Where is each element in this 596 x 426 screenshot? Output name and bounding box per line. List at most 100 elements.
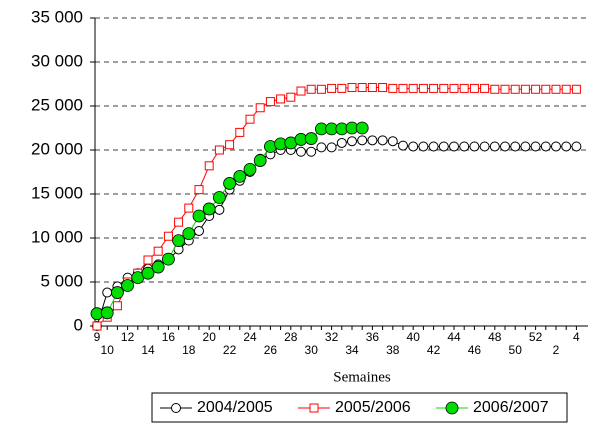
data-point (367, 83, 377, 93)
data-point (143, 255, 153, 265)
y-tick-label: 15 000 (31, 183, 83, 202)
data-point (112, 301, 122, 311)
data-point (489, 141, 500, 152)
data-point (316, 84, 326, 94)
data-point (265, 97, 275, 107)
x-tick-label: 24 (243, 330, 257, 344)
data-point (347, 83, 357, 93)
data-point (510, 141, 521, 152)
x-tick-label: 52 (529, 330, 543, 344)
data-point (500, 141, 510, 152)
data-point (92, 321, 102, 331)
series-line (96, 127, 363, 315)
legend-label: 2004/2005 (197, 399, 273, 416)
data-point (182, 227, 196, 241)
data-point (161, 252, 175, 266)
data-point (438, 141, 449, 152)
data-point (306, 84, 316, 94)
data-point (141, 266, 155, 280)
data-point (469, 141, 480, 152)
data-point (387, 136, 398, 147)
data-point (255, 103, 265, 113)
y-tick-label: 10 000 (31, 227, 83, 246)
data-point (480, 83, 490, 93)
x-tick-label: 22 (223, 343, 237, 357)
legend-marker (309, 403, 319, 413)
data-point (520, 84, 530, 94)
x-tick-label: 48 (488, 330, 502, 344)
data-point (286, 92, 296, 102)
x-tick-label: 34 (345, 343, 359, 357)
data-point (449, 141, 459, 152)
data-point (316, 142, 327, 153)
data-point (551, 141, 561, 152)
data-point (347, 136, 357, 147)
data-point (418, 141, 429, 152)
data-point (469, 83, 479, 93)
x-tick-label: 40 (407, 330, 421, 344)
x-tick-label: 36 (366, 330, 380, 344)
data-point (378, 83, 388, 93)
x-tick-label: 18 (182, 343, 196, 357)
data-point (253, 154, 267, 167)
data-point (439, 83, 449, 93)
data-point (214, 145, 224, 155)
data-point (306, 146, 317, 157)
data-point (204, 161, 214, 171)
data-point (540, 141, 551, 152)
legend-label: 2005/2006 (335, 399, 411, 416)
data-point (428, 141, 439, 152)
data-point (153, 246, 163, 256)
data-point (192, 209, 206, 223)
data-point (172, 234, 186, 248)
data-point (408, 141, 419, 152)
data-point (530, 141, 541, 152)
data-point (214, 204, 225, 215)
data-point (459, 141, 470, 152)
data-point (276, 94, 286, 104)
data-point (357, 135, 368, 146)
y-tick-label: 0 (74, 315, 83, 334)
data-point (418, 83, 428, 93)
legend-marker (445, 401, 459, 415)
data-point (100, 306, 114, 320)
data-point (184, 203, 194, 213)
legend-box (151, 392, 568, 423)
data-point (551, 84, 561, 94)
data-point (408, 83, 418, 93)
x-tick-label: 38 (386, 343, 400, 357)
data-point (304, 132, 318, 145)
data-point (327, 83, 337, 93)
data-point (121, 279, 134, 292)
data-point (520, 141, 531, 152)
data-point (174, 217, 184, 227)
data-point (336, 137, 347, 148)
data-point (531, 84, 541, 94)
data-point (367, 135, 378, 146)
data-point (571, 84, 581, 94)
legend-label: 2006/2007 (473, 399, 549, 416)
data-point (111, 286, 124, 299)
x-tick-label: 50 (509, 343, 523, 357)
data-point (243, 162, 257, 176)
x-tick-label: 30 (305, 343, 319, 357)
x-tick-label: 12 (121, 330, 135, 344)
data-point (337, 83, 347, 93)
data-point (202, 202, 216, 216)
data-point (296, 86, 306, 96)
y-tick-label: 25 000 (31, 95, 83, 114)
data-point (500, 84, 510, 94)
x-tick-label: 20 (203, 330, 217, 344)
data-point (355, 121, 369, 135)
y-tick-label: 20 000 (31, 139, 83, 158)
x-tick-label: 4 (573, 330, 580, 344)
x-tick-label: 26 (264, 343, 278, 357)
data-point (459, 83, 469, 93)
data-point (571, 141, 582, 152)
y-tick-label: 35 000 (31, 7, 83, 26)
data-point (194, 185, 204, 195)
data-point (163, 231, 173, 241)
x-tick-label: 2 (553, 343, 560, 357)
data-point (429, 83, 439, 93)
data-point (225, 140, 235, 150)
